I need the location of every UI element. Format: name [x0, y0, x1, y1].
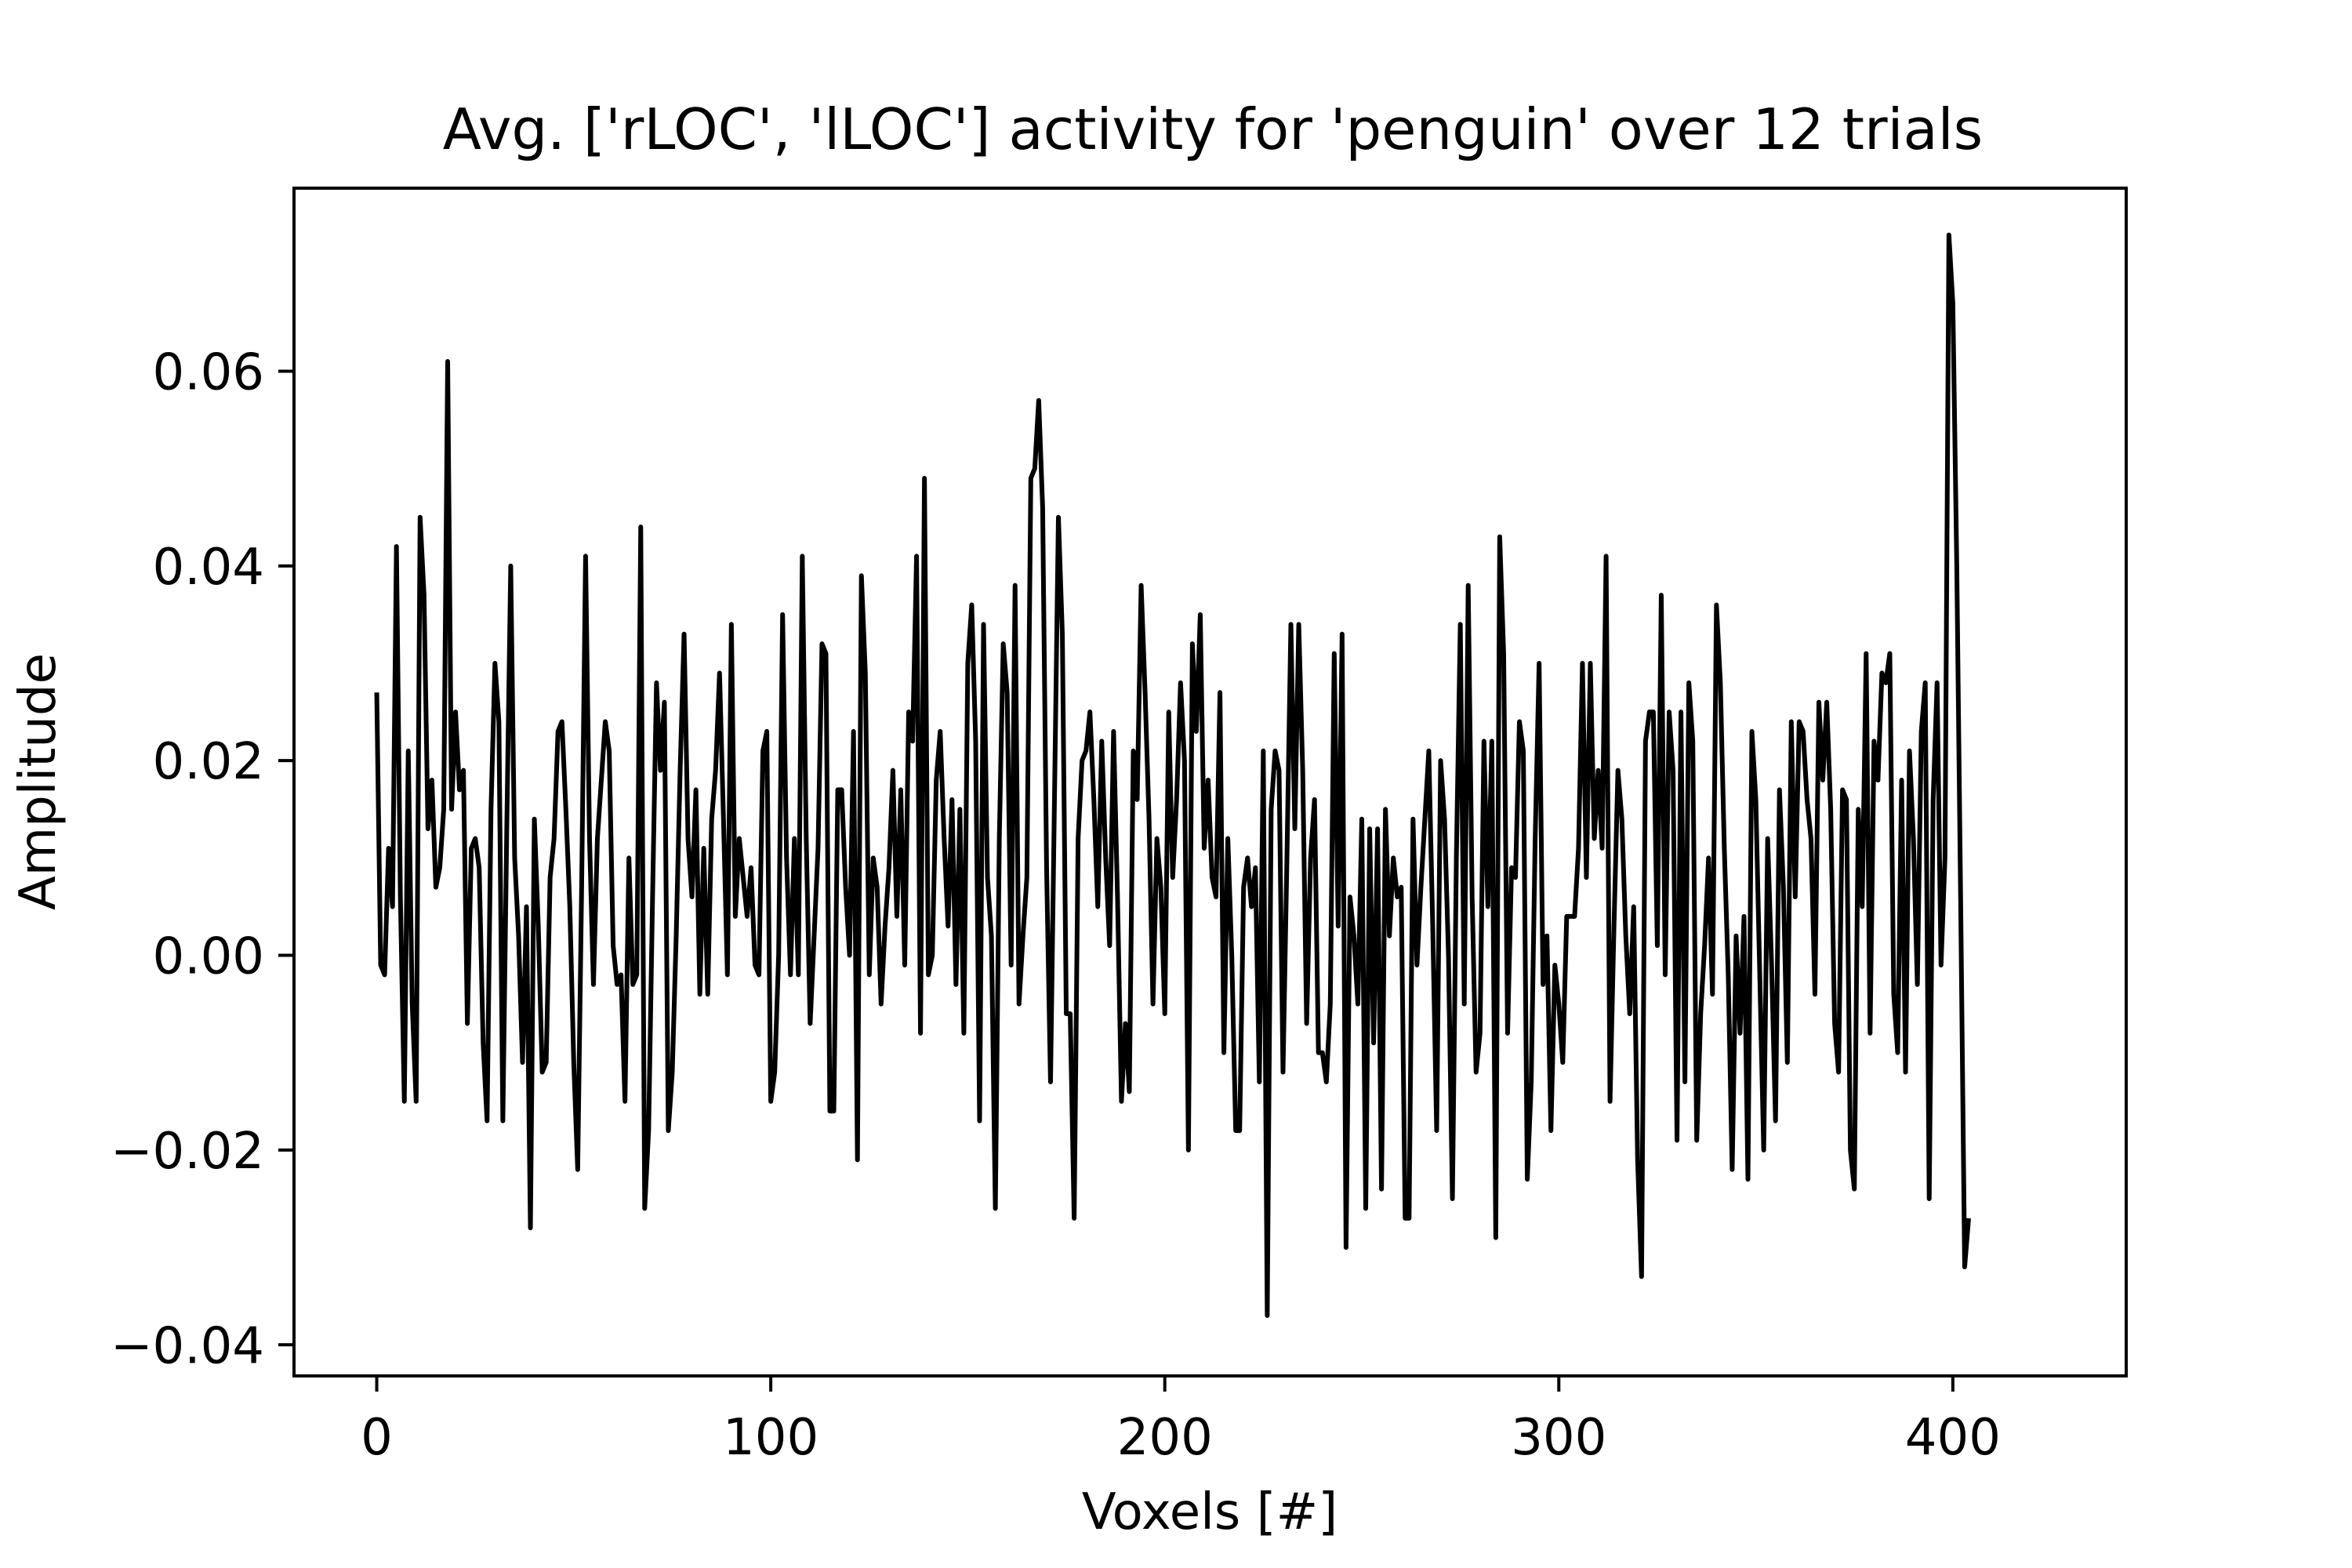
- x-tick-label: 400: [1905, 1409, 2001, 1467]
- plot-area: [292, 187, 2128, 1377]
- y-tick-label: −0.02: [111, 1123, 264, 1181]
- x-tick-label: 200: [1117, 1409, 1213, 1467]
- y-tick-label: −0.04: [111, 1317, 264, 1375]
- y-tick-label: 0.00: [153, 928, 265, 986]
- series-line-0: [374, 232, 1971, 1319]
- y-tick-label: 0.06: [153, 343, 265, 401]
- x-tick-label: 100: [723, 1409, 818, 1467]
- x-axis-label: Voxels [#]: [1082, 1483, 1338, 1541]
- x-tick-label: 300: [1511, 1409, 1606, 1467]
- y-axis-label: Amplitude: [9, 653, 67, 910]
- y-axis: −0.04 −0.02 0.00 0.02 0.04 0.06: [111, 343, 294, 1375]
- series-layer: [374, 232, 1971, 1319]
- x-axis: 0 100 200 300 400: [361, 1376, 2001, 1467]
- chart-title: Avg. ['rLOC', 'lLOC'] activity for 'peng…: [443, 96, 1983, 162]
- y-tick-label: 0.02: [153, 733, 265, 791]
- x-tick-label: 0: [361, 1409, 393, 1467]
- y-tick-label: 0.04: [153, 539, 265, 597]
